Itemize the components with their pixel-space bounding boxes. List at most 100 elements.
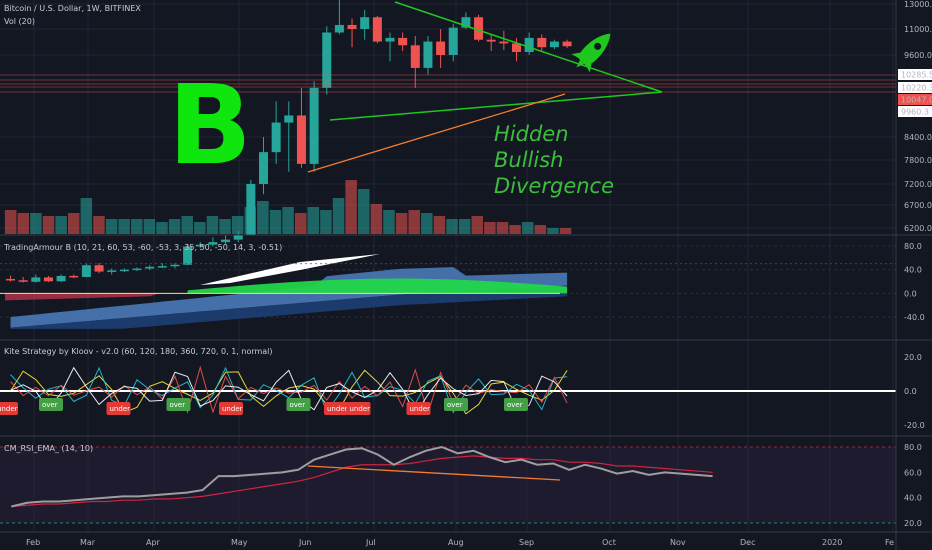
green-area	[187, 278, 568, 294]
candle-body	[347, 24, 357, 29]
volume-bar	[547, 228, 559, 234]
signal-label: under	[0, 405, 18, 413]
price-label: 10220.3	[901, 84, 932, 93]
signal-badge	[106, 402, 131, 415]
kite-title: Kite Strategy by Kloov - v2.0 (60, 120, …	[4, 347, 273, 356]
bitcoin-logo: B	[168, 61, 252, 189]
candle-body	[410, 45, 420, 68]
volume-bar	[282, 207, 294, 234]
candle-body	[107, 270, 117, 272]
candle-body	[271, 122, 281, 153]
candle-body	[461, 17, 471, 28]
candle-body	[436, 41, 446, 55]
volume-bar	[446, 219, 458, 234]
volume-bar	[131, 219, 143, 234]
x-tick-label: Dec	[740, 538, 755, 547]
triangle-lower-line	[329, 91, 663, 121]
signal-badge	[444, 398, 468, 411]
candle-body	[69, 275, 79, 278]
candle-body	[284, 115, 294, 123]
candle-body	[296, 115, 306, 164]
volume-bar	[521, 222, 534, 234]
note-line-2: Bullish	[494, 148, 563, 172]
signal-badge	[166, 398, 191, 411]
volume-bar	[105, 219, 118, 234]
candle-body	[56, 275, 66, 282]
volume-bar	[257, 201, 269, 234]
price-label: 9960.3	[901, 108, 929, 117]
candle-body	[385, 37, 395, 42]
volume-bar	[294, 213, 307, 234]
rsi-line	[11, 445, 713, 508]
candle-body	[549, 41, 559, 48]
candle-body	[208, 242, 218, 245]
candle-body	[246, 184, 256, 235]
signal-badge	[219, 402, 243, 415]
signal-badge	[286, 398, 311, 411]
candle-body	[18, 280, 28, 282]
rsi-title: CM_RSI_EMA_ (14, 10)	[4, 444, 93, 453]
y-tick-label: 0.0	[904, 387, 917, 396]
volume-bar	[395, 213, 408, 234]
price-label: 10047.0	[901, 96, 932, 105]
y-tick-label: 9600.0	[904, 51, 932, 60]
volume-bar	[320, 210, 332, 234]
volume-bar	[358, 189, 370, 234]
rsi-ema-line	[11, 455, 713, 508]
candle-body	[512, 43, 521, 53]
price-label-bg	[898, 82, 932, 93]
volume-title: Vol (20)	[4, 17, 35, 26]
white-peak	[200, 254, 380, 285]
volume-bar	[496, 222, 509, 234]
volume-bar	[559, 228, 572, 234]
signal-badge	[324, 402, 348, 415]
volume-bar	[143, 219, 156, 234]
price-label: 10285.5	[901, 71, 932, 80]
triangle-upper-line	[394, 1, 663, 93]
x-tick-label: Aug	[448, 538, 464, 547]
volume-bar	[219, 219, 231, 234]
candle-body	[43, 277, 53, 282]
y-tick-label: 60.0	[904, 468, 922, 477]
x-tick-label: Fe	[885, 538, 894, 547]
volume-bar	[42, 216, 55, 234]
volume-bar	[408, 210, 420, 234]
candle-body	[322, 32, 332, 88]
dark-area	[10, 285, 568, 329]
note-line-1: Hidden	[494, 122, 569, 146]
rsi-pane	[0, 445, 896, 524]
y-tick-label: 20.0	[904, 519, 922, 528]
candle-body	[31, 277, 41, 282]
candle-body	[233, 234, 243, 240]
price-label-bg	[898, 106, 932, 117]
y-tick-label: 8400.0	[904, 133, 932, 142]
y-tick-label: 13000.0	[904, 0, 932, 9]
rsi-divergence-line	[307, 465, 561, 481]
price-divergence-line	[307, 93, 566, 173]
candle-body	[474, 17, 484, 40]
y-tick-label: 20.0	[904, 353, 922, 362]
rsi-band	[0, 447, 896, 523]
volume-bar	[307, 207, 320, 234]
volume-bar	[471, 216, 484, 234]
candle-body	[360, 17, 370, 29]
volume-bar	[509, 225, 521, 234]
candle-body	[524, 37, 534, 53]
candle-body	[81, 265, 91, 277]
grid	[0, 0, 896, 532]
volume-bar	[269, 210, 282, 234]
volume-bar	[4, 210, 17, 234]
kite-line	[10, 369, 568, 415]
x-tick-label: Apr	[146, 538, 161, 547]
volume-bar	[93, 216, 105, 234]
signal-label: under	[350, 405, 371, 413]
kite-line	[10, 366, 568, 416]
candle-body	[132, 268, 142, 271]
candle-body	[537, 37, 547, 48]
kite-line	[10, 365, 568, 415]
y-tick-label: 11000.0	[904, 25, 932, 34]
volume-bar	[55, 216, 67, 234]
candle-body	[423, 41, 433, 68]
